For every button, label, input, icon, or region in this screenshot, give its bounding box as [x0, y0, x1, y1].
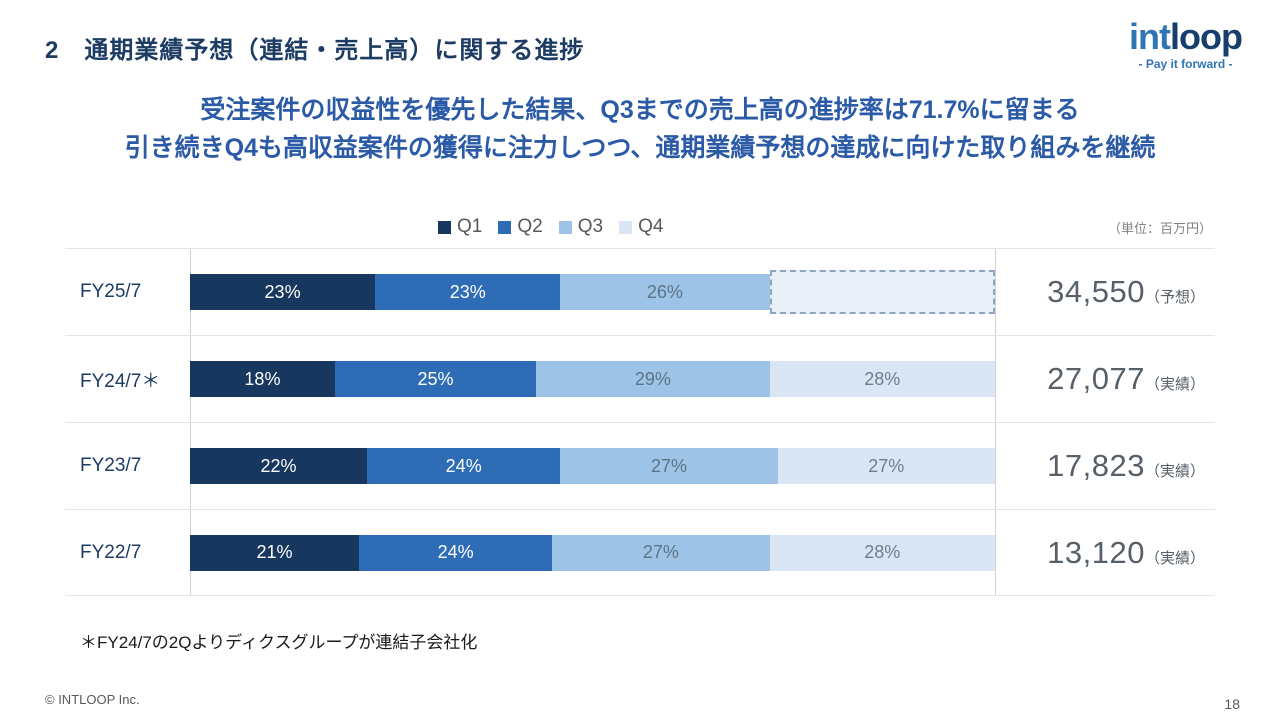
bar-segment-q2: 24% — [367, 448, 561, 484]
chart-row-fy237: FY23/7 22% 24% 27% 27% 17,823（実績） — [65, 422, 1215, 509]
bar-segment-q3: 27% — [552, 534, 770, 571]
legend-label-q3: Q3 — [577, 216, 604, 237]
bar-segment-q2: 24% — [359, 534, 553, 571]
bar-segment-q3: 29% — [536, 361, 770, 397]
row-total: 27,077（実績） — [995, 361, 1215, 397]
row-total: 34,550（予想） — [995, 274, 1215, 310]
legend-label-q2: Q2 — [517, 216, 543, 237]
footer-copyright: © INTLOOP Inc. — [45, 692, 140, 707]
legend-swatch-q4 — [619, 220, 633, 234]
row-label: FY25/7 — [80, 281, 142, 302]
legend-item-q1: Q1 — [438, 216, 482, 238]
footer-page-number: 18 — [1224, 696, 1240, 712]
headline-line2: 引き続きQ4も高収益案件の獲得に注力しつつ、通期業績予想の達成に向けた取り組みを… — [124, 133, 1156, 162]
row-total-note: （実績） — [1144, 463, 1205, 480]
logo-part-loop: loop — [1170, 16, 1243, 57]
legend-label-q1: Q1 — [457, 216, 483, 237]
header: 2 通期業績予想（連結・売上高）に関する進捗 intloop - Pay it … — [45, 16, 1243, 71]
intloop-logo: intloop - Pay it forward - — [1129, 16, 1243, 71]
bar-track: 23% 23% 26% — [190, 249, 995, 336]
intloop-logo-text: intloop — [1129, 16, 1243, 57]
chart-legend: Q1 Q2 Q3 Q4 — [438, 216, 663, 238]
bar-track: 18% 25% 29% 28% — [190, 336, 995, 423]
legend-label-q4: Q4 — [638, 216, 664, 237]
footnote: ＊FY24/7の2Qよりディクスグループが連結子会社化 — [80, 633, 478, 652]
headline-line1: 受注案件の収益性を優先した結果、Q3までの売上高の進捗率は71.7%に留まる — [200, 96, 1080, 124]
chart-row-fy227: FY22/7 21% 24% 27% 28% 13,120（実績） — [65, 509, 1215, 596]
legend-item-q3: Q3 — [558, 216, 604, 238]
headline: 受注案件の収益性を優先した結果、Q3までの売上高の進捗率は71.7%に留まる 引… — [0, 92, 1280, 167]
row-total-value: 27,077 — [1047, 361, 1145, 396]
row-total-value: 13,120 — [1047, 534, 1145, 570]
chart-row-fy247: FY24/7＊ 18% 25% 29% 28% 27,077（実績） — [65, 335, 1215, 422]
bar-segment-q4: 28% — [769, 534, 995, 571]
bar-segment-q3: 26% — [560, 274, 770, 310]
legend-swatch-q1 — [438, 220, 451, 234]
bar-segment-q1: 18% — [190, 361, 335, 397]
row-total-value: 34,550 — [1047, 274, 1145, 309]
bar-track: 21% 24% 27% 28% — [190, 509, 995, 596]
stacked-bar-chart: FY25/7 23% 23% 26% 34,550（予想） FY24/7＊ 18% 25% 29… — [65, 248, 1215, 596]
bar-segment-q1: 22% — [190, 448, 368, 484]
row-total: 17,823（実績） — [995, 448, 1215, 484]
row-label: FY23/7 — [80, 455, 142, 476]
bar-segment-q4: 28% — [769, 361, 995, 397]
row-total-value: 17,823 — [1047, 448, 1145, 483]
bar-segment-q4-planned — [769, 270, 995, 314]
legend-swatch-q2 — [498, 220, 512, 234]
bar-segment-q1: 21% — [190, 534, 360, 571]
row-total-note: （実績） — [1144, 376, 1205, 393]
unit-note: （単位：百万円） — [1107, 221, 1212, 236]
bar-segment-q1: 23% — [190, 274, 376, 310]
row-label: FY24/7＊ — [80, 370, 161, 392]
page-title: 2 通期業績予想（連結・売上高）に関する進捗 — [45, 37, 585, 64]
row-total-note: （実績） — [1144, 549, 1205, 567]
logo-tagline: - Pay it forward - — [1138, 56, 1233, 71]
legend-swatch-q3 — [558, 220, 572, 234]
bar-segment-q3: 27% — [560, 448, 778, 484]
chart-row-fy257: FY25/7 23% 23% 26% 34,550（予想） — [65, 248, 1215, 335]
legend-item-q2: Q2 — [498, 216, 543, 238]
logo-part-int: int — [1129, 16, 1171, 57]
row-total-note: （予想） — [1144, 289, 1205, 306]
bar-segment-q4: 27% — [777, 448, 995, 484]
bar-segment-q2: 23% — [375, 274, 561, 310]
row-total: 13,120（実績） — [995, 535, 1215, 571]
row-label: FY22/7 — [80, 541, 142, 563]
legend-item-q4: Q4 — [619, 216, 663, 238]
bar-track: 22% 24% 27% 27% — [190, 423, 995, 510]
bar-segment-q2: 25% — [334, 361, 537, 397]
